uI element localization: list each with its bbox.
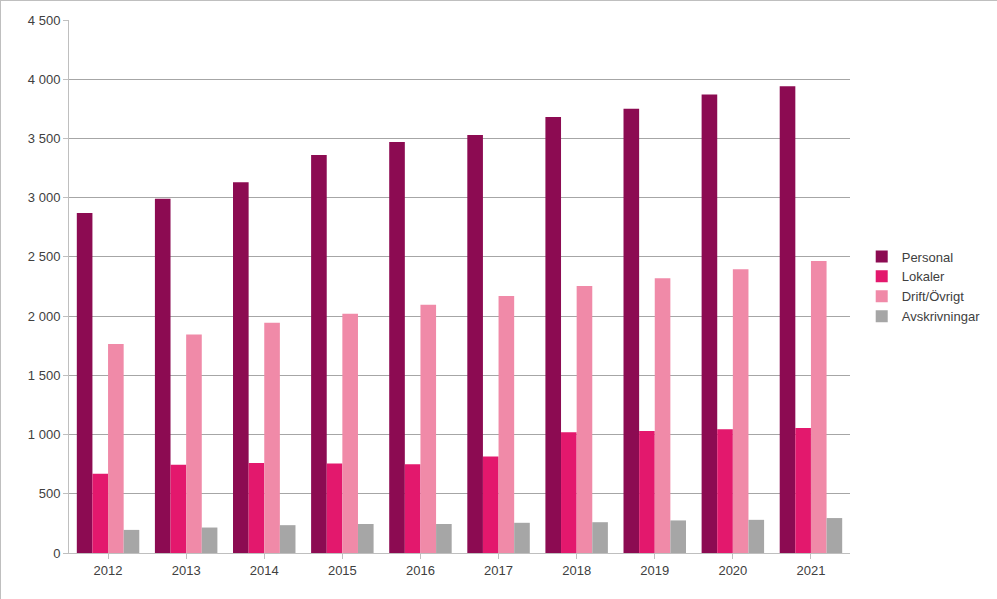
svg-text:Drift/Övrigt: Drift/Övrigt	[902, 289, 965, 304]
svg-text:3 000: 3 000	[28, 190, 61, 205]
svg-text:1 500: 1 500	[28, 368, 61, 383]
svg-text:2021: 2021	[796, 563, 825, 578]
svg-text:4 000: 4 000	[28, 72, 61, 87]
svg-text:Lokaler: Lokaler	[902, 269, 945, 284]
svg-text:2014: 2014	[250, 563, 279, 578]
svg-text:0: 0	[53, 546, 60, 561]
svg-text:2017: 2017	[484, 563, 513, 578]
svg-text:2020: 2020	[718, 563, 747, 578]
svg-text:Avskrivningar: Avskrivningar	[902, 309, 980, 324]
svg-text:1 000: 1 000	[28, 427, 61, 442]
svg-text:Personal: Personal	[902, 250, 953, 265]
svg-text:2015: 2015	[328, 563, 357, 578]
svg-text:2 000: 2 000	[28, 309, 61, 324]
svg-text:2013: 2013	[172, 563, 201, 578]
svg-text:500: 500	[39, 486, 61, 501]
svg-text:2018: 2018	[562, 563, 591, 578]
svg-text:2016: 2016	[406, 563, 435, 578]
svg-text:3 500: 3 500	[28, 131, 61, 146]
svg-text:2012: 2012	[94, 563, 123, 578]
svg-text:2 500: 2 500	[28, 249, 61, 264]
svg-text:2019: 2019	[640, 563, 669, 578]
svg-text:4 500: 4 500	[28, 13, 61, 28]
